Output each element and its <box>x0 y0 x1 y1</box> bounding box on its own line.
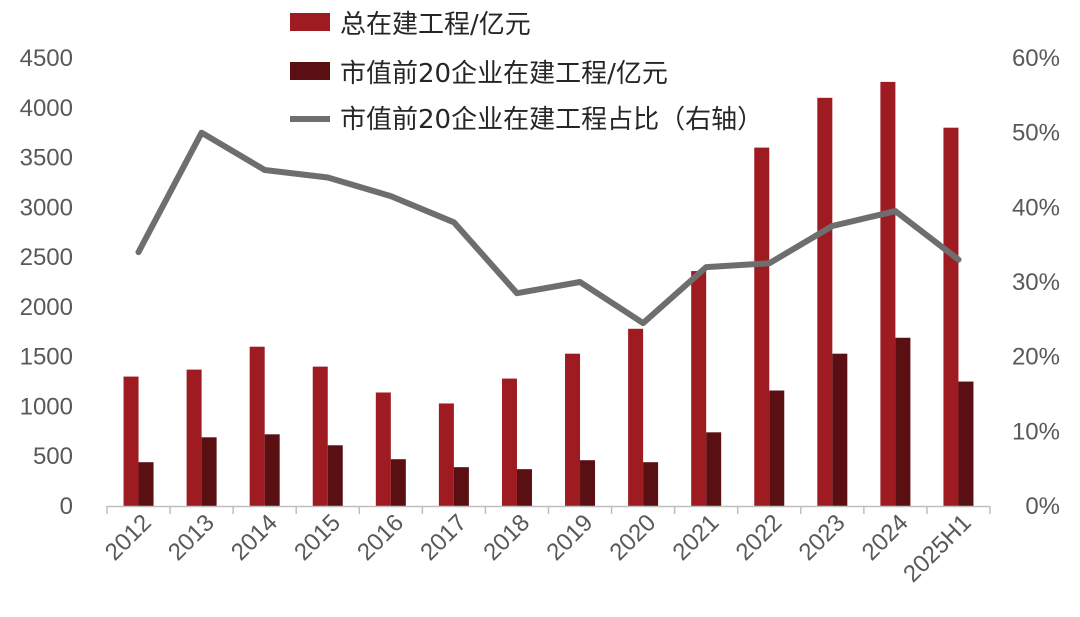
x-axis: 2012 2013 2014 2015 2016 2017 2018 2019 2020 2021… <box>100 506 991 588</box>
bar-total-construction <box>438 403 454 506</box>
y-left-tick-label: 4000 <box>20 95 73 122</box>
x-tick-label: 2017 <box>415 509 472 566</box>
x-tick-label: 2023 <box>794 509 851 566</box>
bar-top20-construction <box>895 337 911 506</box>
y-right-tick-label: 30% <box>1012 269 1060 296</box>
y-left-tick-label: 2000 <box>20 294 73 321</box>
bar-top20-construction <box>958 381 974 506</box>
y-right-tick-label: 0% <box>1025 493 1060 520</box>
share-line-layer <box>135 129 962 327</box>
x-tick-label: 2021 <box>668 509 725 566</box>
bar-top20-construction <box>769 390 785 506</box>
legend-label-total-construction: 总在建工程/亿元 <box>340 10 531 40</box>
y-axis-right: 0% 10% 20% 30% 40% 50% 60% <box>1012 45 1060 520</box>
x-tick-label: 2015 <box>289 509 346 566</box>
bar-top20-construction <box>706 432 722 506</box>
bar-total-construction <box>501 378 517 506</box>
y-left-tick-label: 1000 <box>20 393 73 420</box>
bar-total-construction <box>249 346 265 506</box>
bar-top20-construction <box>264 434 280 506</box>
x-tick-label: 2016 <box>352 509 409 566</box>
bar-total-construction <box>817 97 833 507</box>
bar-total-construction <box>754 147 770 506</box>
bar-total-construction <box>691 271 707 506</box>
bar-total-construction <box>375 392 391 506</box>
bar-top20-construction <box>832 353 848 506</box>
y-right-tick-label: 10% <box>1012 418 1060 445</box>
y-right-tick-label: 40% <box>1012 194 1060 221</box>
legend-label-top20-construction: 市值前20企业在建工程/亿元 <box>340 59 668 89</box>
x-tick-label: 2019 <box>541 509 598 566</box>
x-tick-label: 2012 <box>100 509 157 566</box>
y-right-tick-label: 20% <box>1012 344 1060 371</box>
share-line <box>135 129 962 327</box>
x-tick-label: 2020 <box>605 509 662 566</box>
y-axis-left: 0 500 1000 1500 2000 2500 3000 3500 4000 4500 <box>20 45 73 520</box>
legend-swatch-top20-construction <box>290 62 330 80</box>
legend-swatch-total-construction <box>290 13 330 31</box>
y-left-tick-label: 500 <box>33 443 73 470</box>
bars <box>123 81 974 507</box>
bar-top20-construction <box>580 460 596 506</box>
bar-total-construction <box>880 81 896 506</box>
bar-top20-construction <box>201 437 217 506</box>
y-left-tick-label: 2500 <box>20 244 73 271</box>
y-right-tick-label: 50% <box>1012 120 1060 147</box>
x-tick-label: 2024 <box>857 509 914 566</box>
x-tick-label: 2018 <box>478 509 535 566</box>
y-left-tick-label: 1500 <box>20 344 73 371</box>
bar-total-construction <box>943 127 959 506</box>
y-left-tick-label: 0 <box>60 493 73 520</box>
bar-total-construction <box>565 353 581 506</box>
x-tick-label: 2014 <box>226 509 283 566</box>
y-left-tick-label: 3000 <box>20 194 73 221</box>
bar-total-construction <box>312 366 328 506</box>
x-tick-label: 2013 <box>163 509 220 566</box>
y-left-tick-label: 3500 <box>20 145 73 172</box>
bar-top20-construction <box>643 462 659 506</box>
legend-label-top20-share: 市值前20企业在建工程占比（右轴） <box>340 105 763 135</box>
bar-top20-construction <box>327 445 343 506</box>
bar-total-construction <box>628 328 644 506</box>
legend: 总在建工程/亿元 市值前20企业在建工程/亿元 市值前20企业在建工程占比（右轴… <box>290 10 763 135</box>
y-right-tick-label: 60% <box>1012 45 1060 72</box>
bar-top20-construction <box>453 467 469 506</box>
bar-top20-construction <box>516 469 532 506</box>
bar-top20-construction <box>390 459 406 506</box>
bar-total-construction <box>186 369 202 506</box>
x-tick-label: 2022 <box>731 509 788 566</box>
bar-total-construction <box>123 376 139 506</box>
x-tick-label: 2025H1 <box>898 509 977 588</box>
y-left-tick-label: 4500 <box>20 45 73 72</box>
bar-top20-construction <box>138 462 154 506</box>
